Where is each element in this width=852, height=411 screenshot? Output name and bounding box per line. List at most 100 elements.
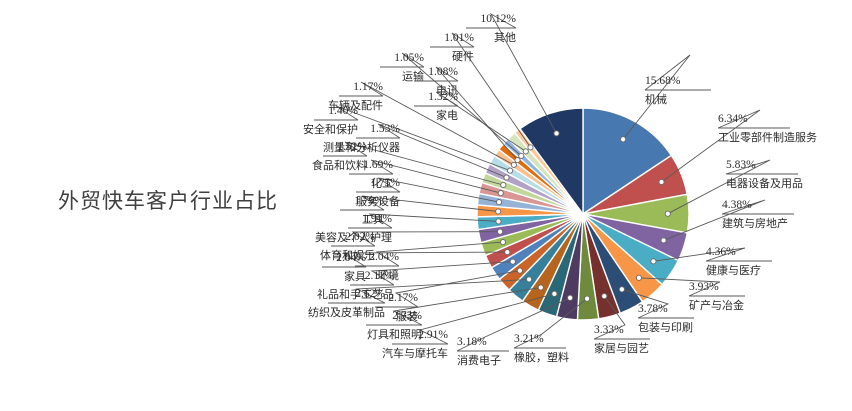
leader-line — [451, 32, 531, 148]
slice-category-label: 矿产与冶金 — [689, 298, 744, 312]
leader-line — [593, 295, 626, 340]
leader-dot — [507, 167, 514, 174]
slice-category-label: 化工 — [371, 176, 393, 190]
slice-category-label: 美容及个人护理 — [315, 230, 392, 244]
slice-category-label: 食品和饮料 — [312, 158, 367, 172]
slice-percent-label: 4.36% — [706, 246, 736, 258]
slice-category-label: 汽车与摩托车 — [382, 346, 448, 360]
leader-dot — [660, 237, 667, 244]
slice-percent-label: 15.68% — [645, 75, 681, 87]
leader-dot — [601, 293, 608, 300]
leader-dot — [495, 218, 502, 225]
leader-dot — [500, 181, 507, 189]
leader-dot — [510, 161, 517, 168]
slice-percent-label: 3.78% — [638, 303, 668, 315]
leader-line — [621, 288, 670, 319]
slice-percent-label: 1.52% — [337, 141, 367, 153]
leader-dot — [537, 284, 544, 291]
leader-line — [667, 159, 771, 215]
slice-percent-label: 2.62% — [355, 288, 385, 300]
leader-line — [370, 261, 513, 286]
slice-category-label: 家具 — [344, 269, 366, 283]
leader-line — [392, 287, 541, 326]
slice-percent-label: 2.91% — [418, 329, 448, 341]
pie-slice[interactable] — [519, 107, 584, 217]
slice-percent-label: 1.08% — [428, 66, 458, 78]
leader-dot — [495, 208, 502, 215]
leader-line — [370, 159, 501, 194]
leader-line — [489, 12, 557, 134]
slice-category-label: 消费电子 — [457, 353, 501, 367]
leader-dot — [551, 290, 558, 297]
leader-line — [335, 105, 511, 172]
slice-percent-label: 1.01% — [444, 32, 474, 44]
slice-percent-label: 2.04% — [336, 252, 366, 264]
leader-dot — [527, 144, 534, 151]
leader-dot — [516, 267, 523, 274]
slice-percent-label: 1.53% — [370, 123, 400, 135]
slice-percent-label: 2.73% — [392, 310, 422, 322]
leader-dot — [567, 294, 574, 301]
slice-percent-label: 3.21% — [514, 333, 544, 345]
leader-line — [377, 177, 500, 203]
leader-line — [377, 123, 507, 178]
leader-dot — [497, 190, 504, 197]
leader-dot — [635, 274, 642, 281]
slice-percent-label: 1.32% — [428, 91, 458, 103]
slice-category-label: 车辆及配件 — [328, 98, 383, 112]
leader-dot — [584, 295, 591, 302]
leader-lines-group — [314, 12, 798, 352]
slice-category-label: 橡胶，塑料 — [514, 350, 569, 364]
leader-dot — [658, 178, 665, 186]
leader-dot — [514, 157, 521, 164]
leader-dot — [503, 174, 510, 181]
leader-line — [344, 141, 504, 186]
leader-dot — [497, 228, 504, 235]
slice-percent-label: 1.69% — [363, 159, 393, 171]
slice-category-label: 其他 — [494, 31, 516, 44]
leader-line — [351, 231, 501, 247]
slice-percent-label: 6.34% — [718, 113, 748, 125]
leader-dot — [618, 286, 625, 293]
slice-percent-label: 10.12% — [481, 13, 517, 25]
leader-line — [638, 277, 721, 297]
slice-category-label: 工业零部件制造服务 — [718, 130, 817, 144]
pie-slice[interactable] — [582, 107, 673, 216]
slice-percent-label: 4.38% — [722, 199, 752, 211]
slice-percent-label: 1.75% — [370, 177, 400, 189]
slice-category-label: 电器设备及用品 — [726, 176, 803, 190]
slice-percent-label: 2.02% — [345, 231, 375, 243]
leader-line — [663, 199, 766, 241]
leader-line — [401, 52, 522, 157]
slice-category-label: 电讯 — [436, 84, 458, 97]
leader-dot — [504, 249, 511, 256]
slice-category-label: 机械 — [645, 92, 667, 106]
slice-category-label: 服务设备 — [356, 194, 400, 208]
slice-category-label: 家电 — [436, 108, 458, 122]
leader-line — [394, 270, 520, 308]
leader-line — [418, 293, 555, 345]
slice-percent-label: 1.05% — [394, 52, 424, 64]
leader-dot — [664, 210, 671, 217]
leader-line — [622, 54, 691, 140]
slice-percent-label: 3.33% — [594, 324, 624, 336]
slice-percent-label: 2.17% — [388, 292, 418, 304]
leader-dot — [620, 136, 627, 143]
leader-line — [342, 251, 508, 268]
leader-dot — [526, 276, 533, 283]
slice-category-label: 安全和保护 — [303, 122, 358, 136]
slice-category-label: 健康与医疗 — [706, 263, 761, 277]
leader-line — [661, 109, 761, 183]
leader-dot — [553, 130, 560, 137]
slice-percent-label: 5.83% — [726, 159, 756, 171]
leader-dot — [650, 258, 657, 265]
slice-percent-label: 3.18% — [457, 336, 487, 348]
slice-category-label: 包装与印刷 — [638, 321, 693, 334]
leader-dot — [495, 199, 503, 206]
chart-title: 外贸快车客户行业占比 — [58, 189, 278, 213]
slice-category-label: 服装 — [396, 310, 418, 323]
leader-dot — [509, 258, 516, 265]
slice-category-label: 运输 — [402, 69, 424, 83]
